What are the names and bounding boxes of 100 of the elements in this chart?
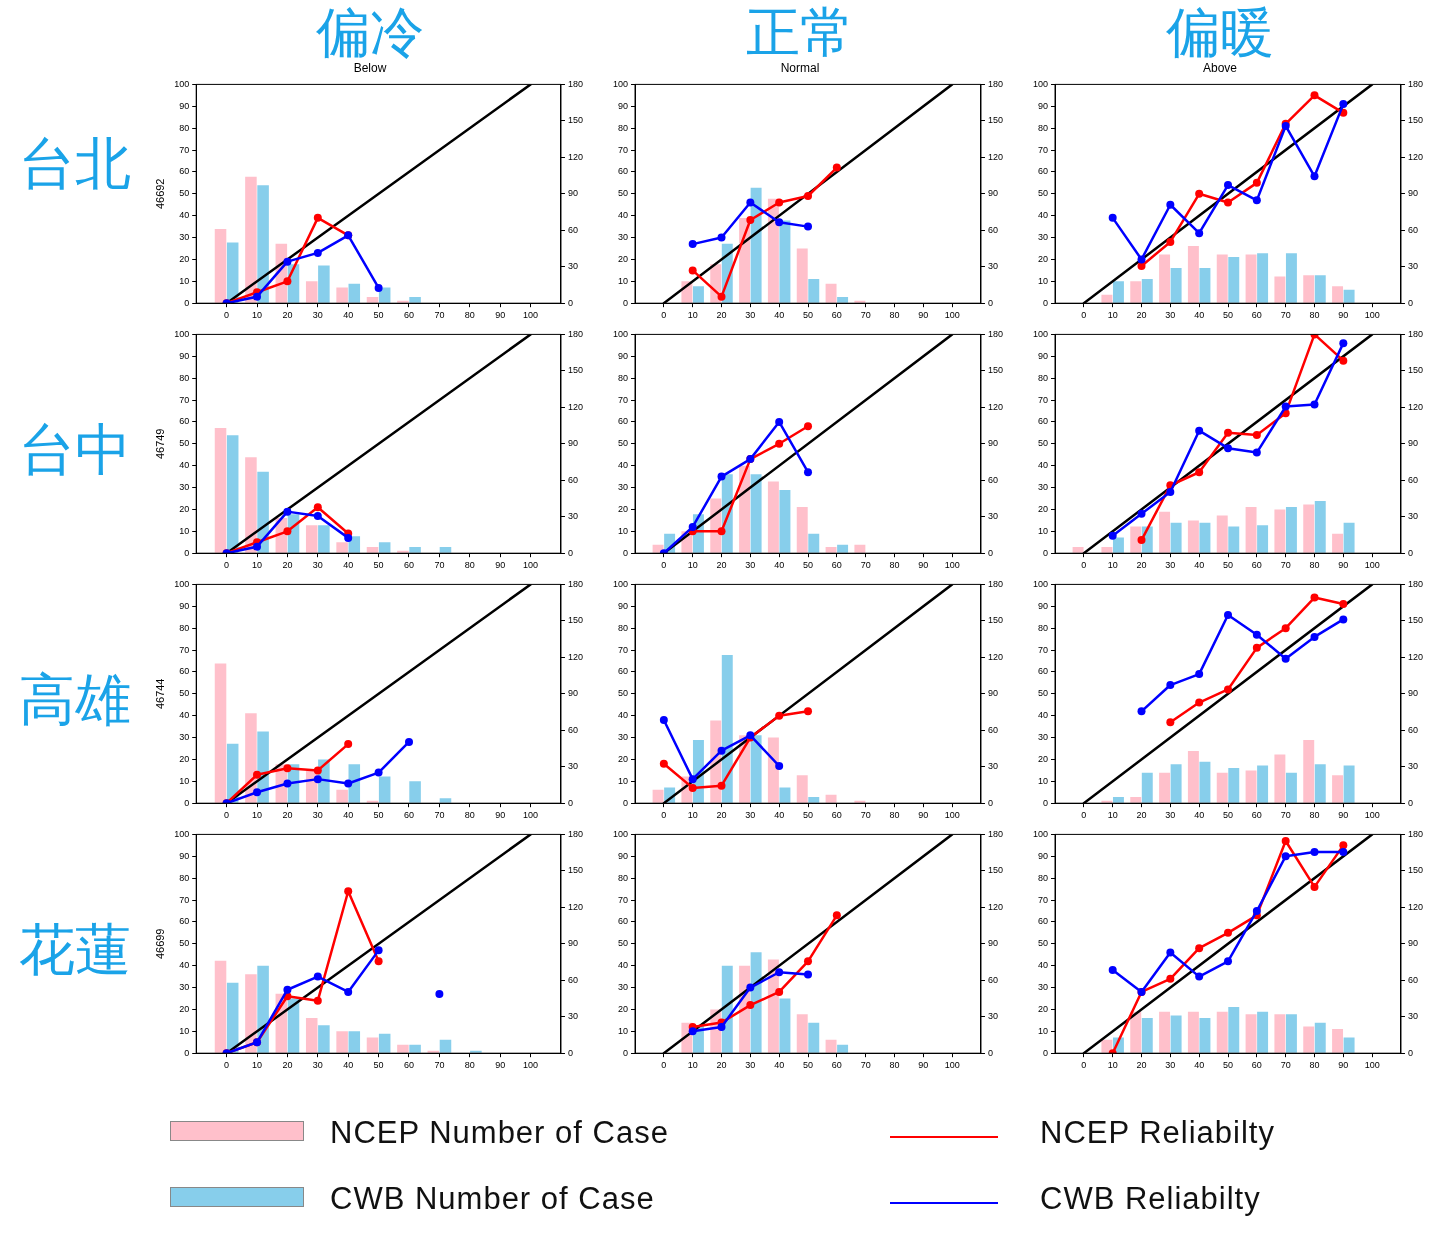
- bar: [854, 544, 866, 553]
- point: [374, 946, 383, 955]
- y2-tick-label: 30: [1407, 511, 1418, 522]
- bar: [1257, 525, 1269, 553]
- x-tick-label: 10: [1107, 310, 1118, 321]
- bar: [1274, 1014, 1286, 1053]
- y2-tick-label: 90: [567, 438, 578, 449]
- y2-tick-label: 90: [1407, 938, 1418, 949]
- point: [746, 1001, 755, 1010]
- y-tick-label: 90: [618, 850, 629, 861]
- point: [405, 737, 413, 746]
- bar: [1303, 739, 1315, 803]
- bar: [305, 525, 318, 553]
- y-tick-label: 40: [179, 960, 190, 971]
- x-tick-label: 50: [373, 310, 384, 321]
- y2-tick-label: 90: [987, 438, 998, 449]
- x-tick-label: 70: [1280, 560, 1291, 571]
- bar: [1245, 254, 1257, 303]
- x-tick-label: 50: [373, 560, 384, 571]
- x-tick-label: 50: [802, 1060, 814, 1071]
- point: [1281, 654, 1290, 663]
- y-tick-label: 50: [179, 688, 190, 699]
- point: [688, 266, 697, 275]
- y-tick-label: 10: [179, 275, 190, 286]
- point: [313, 213, 322, 222]
- x-tick-label: 90: [1338, 1060, 1349, 1071]
- x-tick-label: 50: [373, 1060, 384, 1071]
- point: [1310, 172, 1319, 181]
- bar: [318, 1025, 330, 1053]
- bar: [1285, 1014, 1297, 1053]
- x-tick-label: 20: [1136, 1060, 1147, 1071]
- x-tick-label: 30: [312, 310, 323, 321]
- y2-tick-label: 0: [987, 297, 993, 308]
- point: [1252, 630, 1261, 639]
- x-tick-label: 80: [464, 810, 475, 821]
- y2-tick-label: 150: [987, 115, 1004, 126]
- point: [283, 257, 292, 266]
- point: [344, 533, 353, 542]
- y-tick-label: 80: [179, 122, 190, 133]
- x-tick-label: 90: [495, 560, 506, 571]
- x-tick-label: 80: [889, 810, 900, 821]
- y-tick-label: 0: [1043, 547, 1049, 558]
- bar: [1245, 1014, 1257, 1053]
- y2-tick-label: 30: [987, 261, 998, 272]
- bar: [1141, 772, 1153, 803]
- point: [1195, 426, 1204, 435]
- x-tick-label: 60: [831, 560, 842, 571]
- y-tick-label: 10: [618, 525, 629, 536]
- y-tick-label: 100: [1032, 328, 1049, 339]
- bar: [1216, 1011, 1228, 1053]
- y2-tick-label: 180: [567, 828, 584, 839]
- point: [1252, 178, 1261, 187]
- y-tick-label: 90: [1038, 350, 1049, 361]
- point: [1137, 255, 1146, 264]
- y-tick-label: 40: [179, 710, 190, 721]
- x-tick-label: 0: [1081, 560, 1087, 571]
- y2-tick-label: 90: [987, 188, 998, 199]
- y2-tick-label: 180: [1407, 828, 1424, 839]
- y-tick-label: 0: [184, 797, 190, 808]
- bar: [779, 220, 791, 303]
- y2-tick-label: 60: [567, 224, 578, 235]
- bar: [1343, 765, 1355, 803]
- y-tick-label: 30: [179, 732, 190, 743]
- point: [1224, 444, 1232, 453]
- x-tick-label: 40: [774, 560, 785, 571]
- x-tick-label: 100: [1364, 560, 1380, 571]
- bar: [409, 781, 421, 803]
- y2-tick-label: 30: [1407, 761, 1418, 772]
- bar: [796, 1014, 808, 1053]
- bar: [1199, 267, 1211, 303]
- point: [1252, 643, 1261, 652]
- point: [688, 1027, 697, 1036]
- point: [1310, 632, 1319, 641]
- x-tick-label: 50: [1222, 310, 1234, 321]
- bar: [837, 1044, 849, 1053]
- x-tick-label: 30: [745, 1060, 756, 1071]
- bar: [1245, 507, 1257, 553]
- point: [344, 987, 353, 996]
- x-tick-label: 100: [1364, 1060, 1380, 1071]
- y-tick-label: 10: [1038, 275, 1049, 286]
- x-tick-label: 60: [403, 310, 415, 321]
- bar: [767, 481, 779, 553]
- y-tick-label: 60: [618, 666, 629, 677]
- x-tick-label: 10: [252, 310, 263, 321]
- x-tick-label: 20: [716, 310, 727, 321]
- x-tick-label: 50: [802, 810, 814, 821]
- x-tick-label: 50: [802, 310, 814, 321]
- y-tick-label: 20: [1038, 753, 1049, 764]
- bar: [1159, 254, 1171, 303]
- bar: [1130, 797, 1142, 803]
- y-tick-label: 100: [612, 828, 629, 839]
- point: [1224, 181, 1232, 190]
- bar: [808, 797, 820, 803]
- y2-tick-label: 150: [567, 365, 584, 376]
- x-tick-label: 10: [252, 810, 263, 821]
- y-tick-label: 60: [618, 916, 629, 927]
- x-tick-label: 100: [944, 560, 960, 571]
- chart-title: 偏冷: [316, 1, 424, 64]
- y2-tick-label: 180: [1407, 78, 1424, 89]
- y-tick-label: 80: [1038, 872, 1049, 883]
